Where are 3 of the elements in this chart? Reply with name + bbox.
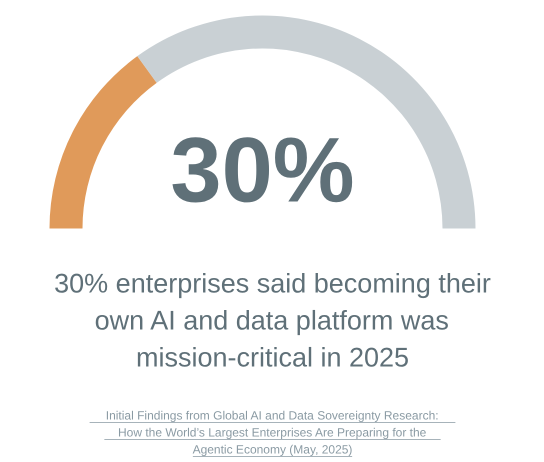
text: 30% enterprises said becoming their own AI and data platform was mission-critical in 2025 — [54, 268, 491, 372]
text: 30% — [170, 120, 355, 222]
text: Initial Findings from Global AI and Data Sovereignty Research: How the World’s Largest Enterprises Are Preparing for the Agentic Economy (May, 2025) — [106, 408, 439, 456]
